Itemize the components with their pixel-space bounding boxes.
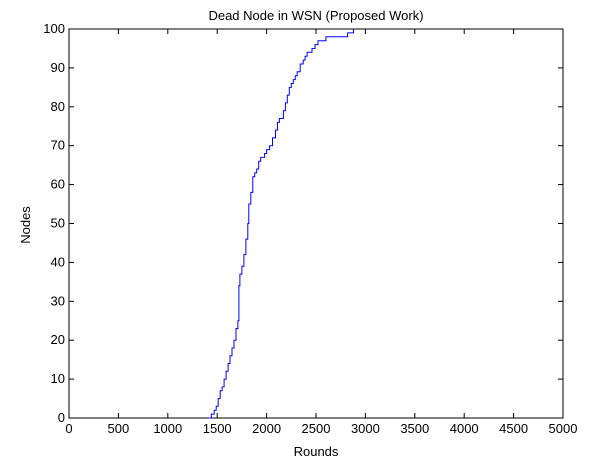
- x-axis: 0 500 1000 1500 2000 2500 3000 3500 4000 4500 5000: [65, 29, 577, 436]
- y-tick-label: 100: [43, 21, 65, 36]
- plot-area: [68, 28, 564, 419]
- x-tick-label: 3500: [400, 421, 429, 436]
- x-tick-label: 5000: [549, 421, 578, 436]
- y-tick-label: 30: [51, 293, 65, 308]
- y-tick-label: 0: [58, 410, 65, 425]
- x-axis-title: Rounds: [294, 444, 339, 459]
- x-tick-label: 4000: [450, 421, 479, 436]
- series-line: [208, 29, 354, 419]
- x-tick-label: 500: [108, 421, 130, 436]
- series-layer: [208, 29, 354, 419]
- y-tick-label: 50: [51, 216, 65, 231]
- x-tick-label: 0: [65, 421, 72, 436]
- x-tick-label: 1500: [203, 421, 232, 436]
- y-tick-label: 70: [51, 138, 65, 153]
- y-tick-label: 40: [51, 254, 65, 269]
- y-tick-label: 10: [51, 371, 65, 386]
- y-axis-title: Nodes: [18, 206, 33, 244]
- y-tick-label: 90: [51, 60, 65, 75]
- x-tick-label: 1000: [153, 421, 182, 436]
- x-tick-label: 2000: [252, 421, 281, 436]
- x-tick-label: 2500: [302, 421, 331, 436]
- chart-title: Dead Node in WSN (Proposed Work): [208, 8, 423, 23]
- y-axis: 0 10 20 30 40 50 60 70 80 90 100: [43, 21, 563, 425]
- x-tick-label: 3000: [351, 421, 380, 436]
- x-tick-label: 4500: [499, 421, 528, 436]
- y-tick-label: 80: [51, 99, 65, 114]
- y-tick-label: 60: [51, 177, 65, 192]
- y-tick-label: 20: [51, 332, 65, 347]
